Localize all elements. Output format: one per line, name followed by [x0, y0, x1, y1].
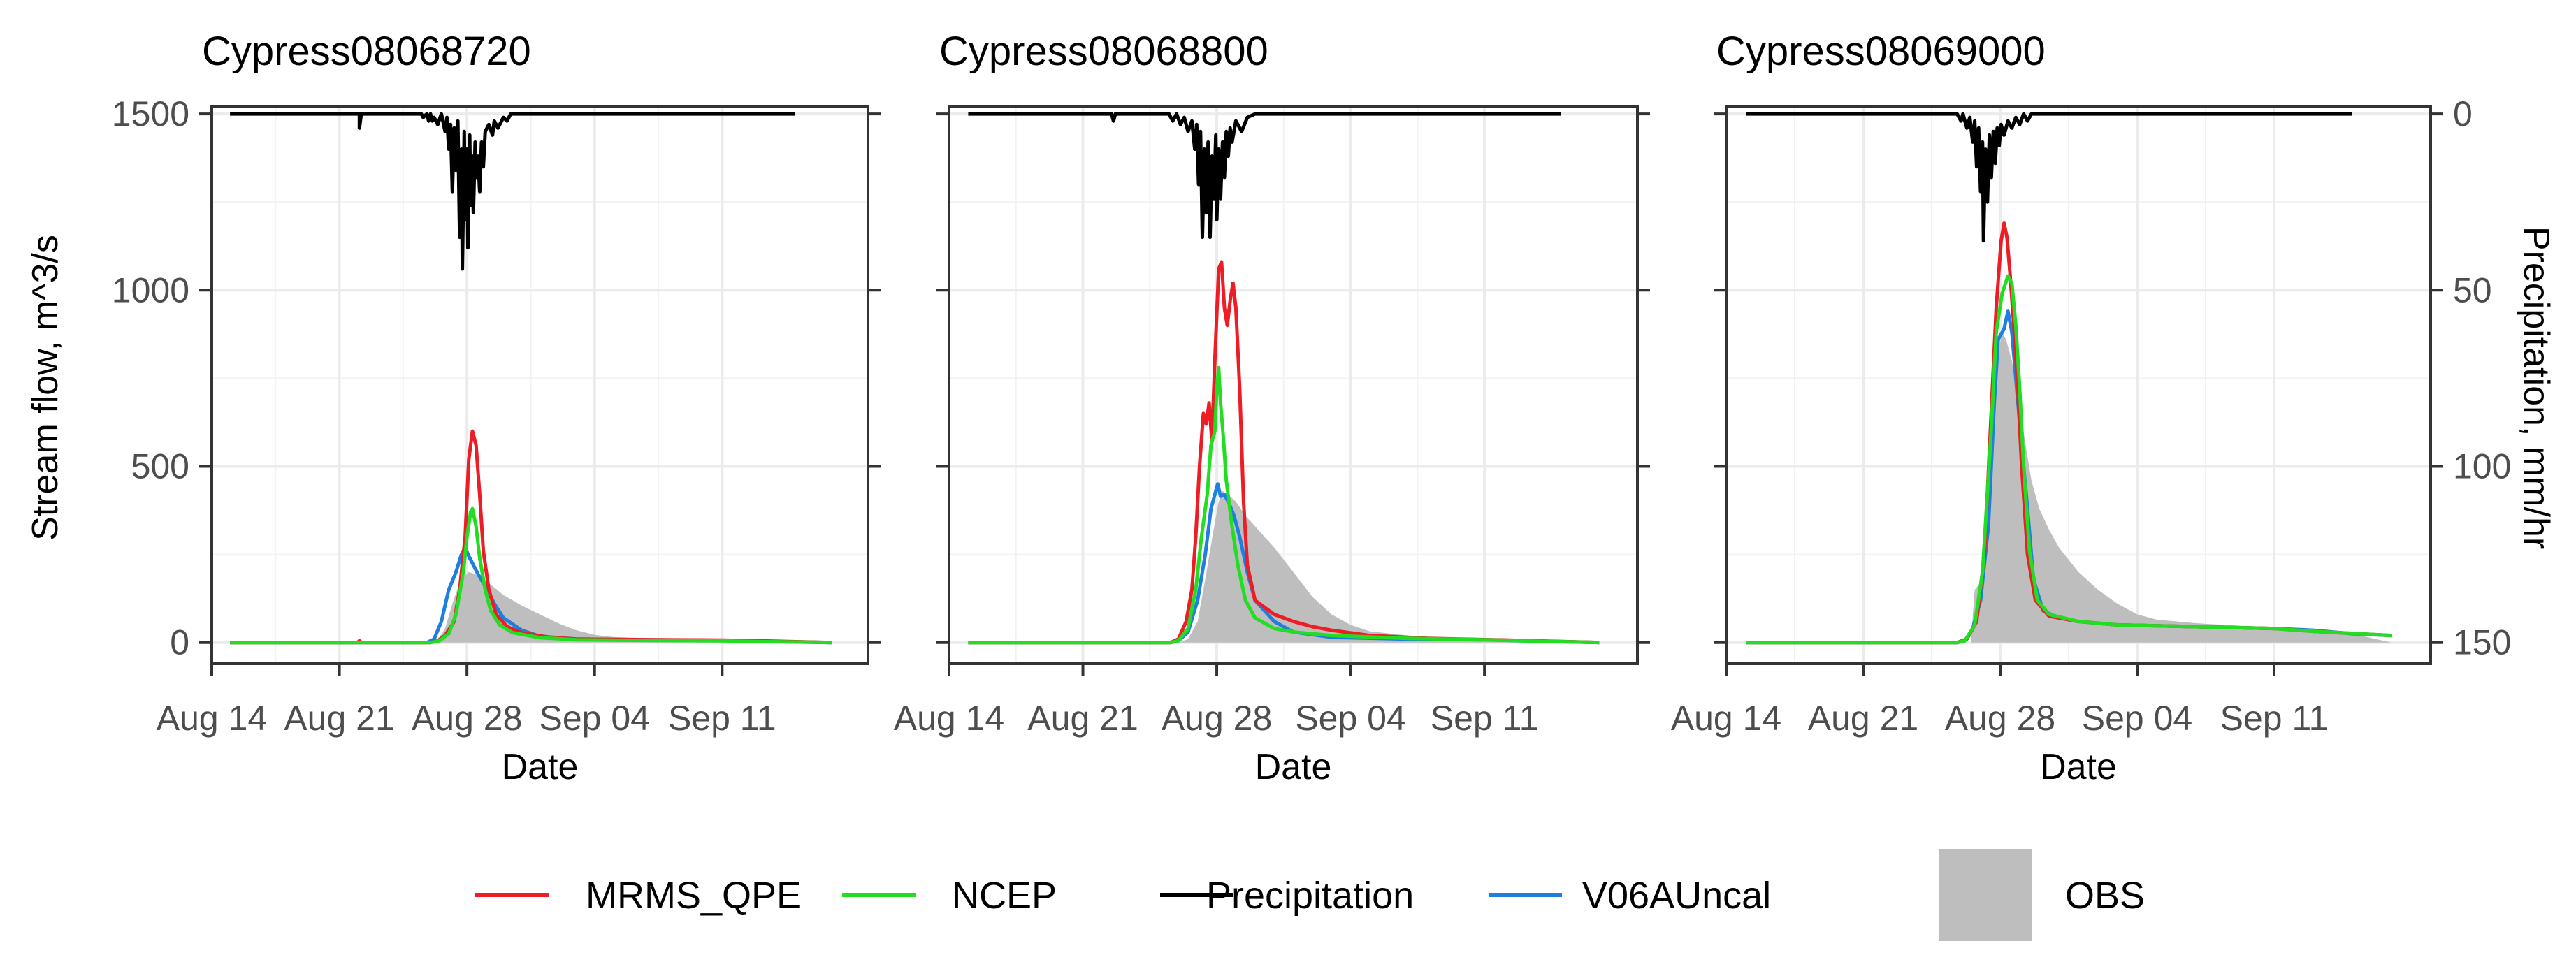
- series-ncep-line: [1746, 274, 2392, 645]
- legend-ncep: NCEP: [842, 875, 1057, 917]
- series-ncep-line: [968, 365, 1600, 645]
- legend-mrms-qpe: MRMS_QPE: [475, 875, 802, 917]
- legend: MRMS_QPE NCEP Precipitation V06AUncal OBS: [475, 849, 2145, 941]
- legend-label: V06AUncal: [1582, 875, 1771, 917]
- panel-2: Cypress08068800 Aug 14 Aug 21 Aug 28 Sep 04 S…: [894, 29, 1650, 787]
- y-axis-title: Stream flow, m^3/s: [25, 235, 66, 541]
- panel-1: Cypress08068720 0 500 1000 1500 Aug 14 Aug 21 A…: [112, 29, 881, 787]
- series-ncep-line: [230, 506, 832, 645]
- panel-title: Cypress08068800: [939, 29, 1268, 74]
- y-tick-label: 500: [131, 447, 189, 486]
- legend-label: NCEP: [952, 875, 1057, 917]
- series-precipitation-line: [230, 112, 795, 271]
- y-tick-label: 1500: [112, 94, 189, 133]
- x-tick-label: Aug 28: [1162, 699, 1272, 738]
- series-obs-area: [1746, 332, 2392, 643]
- panel-border: [1725, 105, 2432, 665]
- x-tick-label: Aug 28: [412, 699, 522, 738]
- x-axis-title: Date: [502, 747, 579, 787]
- legend-label: MRMS_QPE: [586, 875, 802, 917]
- series-obs-area: [968, 490, 1600, 643]
- plot-area: [1726, 107, 2431, 664]
- x-tick-label: Aug 14: [894, 699, 1004, 738]
- panel-3: Cypress08069000 0 50 100 150 Aug 14 Aug 21 Aug …: [1671, 29, 2512, 787]
- panel-border: [210, 105, 869, 665]
- y2-tick-label: 50: [2453, 270, 2492, 309]
- x-tick-label: Sep 11: [2220, 699, 2329, 738]
- series-precipitation-line: [1746, 112, 2352, 243]
- legend-label: Precipitation: [1206, 875, 1414, 917]
- legend-precipitation: Precipitation: [1160, 875, 1414, 917]
- y2-tick-label: 100: [2453, 447, 2511, 486]
- panel-title: Cypress08068720: [202, 29, 531, 74]
- x-tick-label: Sep 04: [540, 699, 650, 738]
- x-tick-label: Aug 14: [1671, 699, 1781, 738]
- y-tick-label: 1000: [112, 270, 189, 309]
- plot-area: [212, 107, 868, 664]
- x-tick-label: Sep 04: [2082, 699, 2192, 738]
- legend-obs: OBS: [1939, 849, 2145, 941]
- panel-title: Cypress08069000: [1716, 29, 2046, 74]
- x-axis-title: Date: [1255, 747, 1332, 787]
- x-tick-label: Aug 14: [157, 699, 267, 738]
- x-tick-label: Aug 21: [1027, 699, 1138, 738]
- legend-label: OBS: [2065, 875, 2145, 917]
- x-axis-title: Date: [2040, 747, 2117, 787]
- legend-v06auncal: V06AUncal: [1489, 875, 1771, 917]
- series-mrms-qpe-line: [968, 260, 1600, 645]
- plot-area: [949, 107, 1637, 664]
- series-obs-area: [230, 571, 832, 643]
- y2-tick-label: 150: [2453, 623, 2511, 662]
- x-tick-label: Sep 11: [668, 699, 776, 738]
- x-tick-label: Aug 21: [1808, 699, 1918, 738]
- x-tick-label: Aug 21: [284, 699, 394, 738]
- series-precipitation-line: [968, 112, 1561, 240]
- x-tick-label: Aug 28: [1945, 699, 2055, 738]
- y2-tick-label: 0: [2453, 94, 2473, 133]
- legend-key-area: [1939, 849, 2032, 941]
- x-tick-label: Sep 11: [1431, 699, 1539, 738]
- x-tick-label: Sep 04: [1295, 699, 1405, 738]
- y-tick-label: 0: [170, 623, 189, 662]
- y2-axis-title: Precipitation, mm/hr: [2516, 226, 2556, 549]
- panel-border: [948, 105, 1639, 665]
